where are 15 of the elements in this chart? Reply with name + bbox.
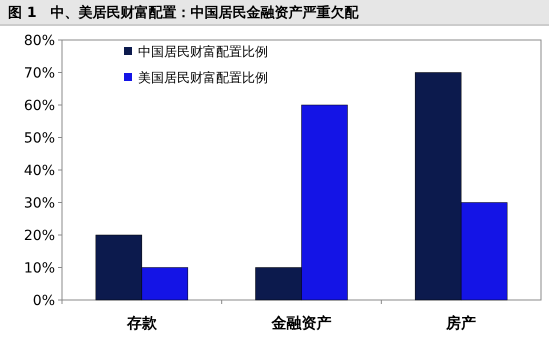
legend-label: 中国居民财富配置比例 xyxy=(138,44,268,60)
y-tick-label: 40% xyxy=(24,163,55,179)
x-tick-label: 存款 xyxy=(126,314,158,332)
x-tick-label: 金融资产 xyxy=(270,314,332,332)
y-tick-label: 20% xyxy=(24,228,55,244)
y-tick-label: 0% xyxy=(32,293,55,309)
y-tick-label: 80% xyxy=(24,33,55,49)
x-tick-label: 房产 xyxy=(445,314,476,332)
y-tick-label: 10% xyxy=(24,260,55,276)
y-tick-label: 70% xyxy=(24,66,55,82)
y-tick-label: 30% xyxy=(24,196,55,212)
y-tick-label: 50% xyxy=(24,130,55,146)
y-tick-label: 60% xyxy=(24,98,55,114)
chart-title: 图 1 中、美居民财富配置：中国居民金融资产严重欠配 xyxy=(8,4,360,21)
legend-label: 美国居民财富配置比例 xyxy=(138,70,268,86)
